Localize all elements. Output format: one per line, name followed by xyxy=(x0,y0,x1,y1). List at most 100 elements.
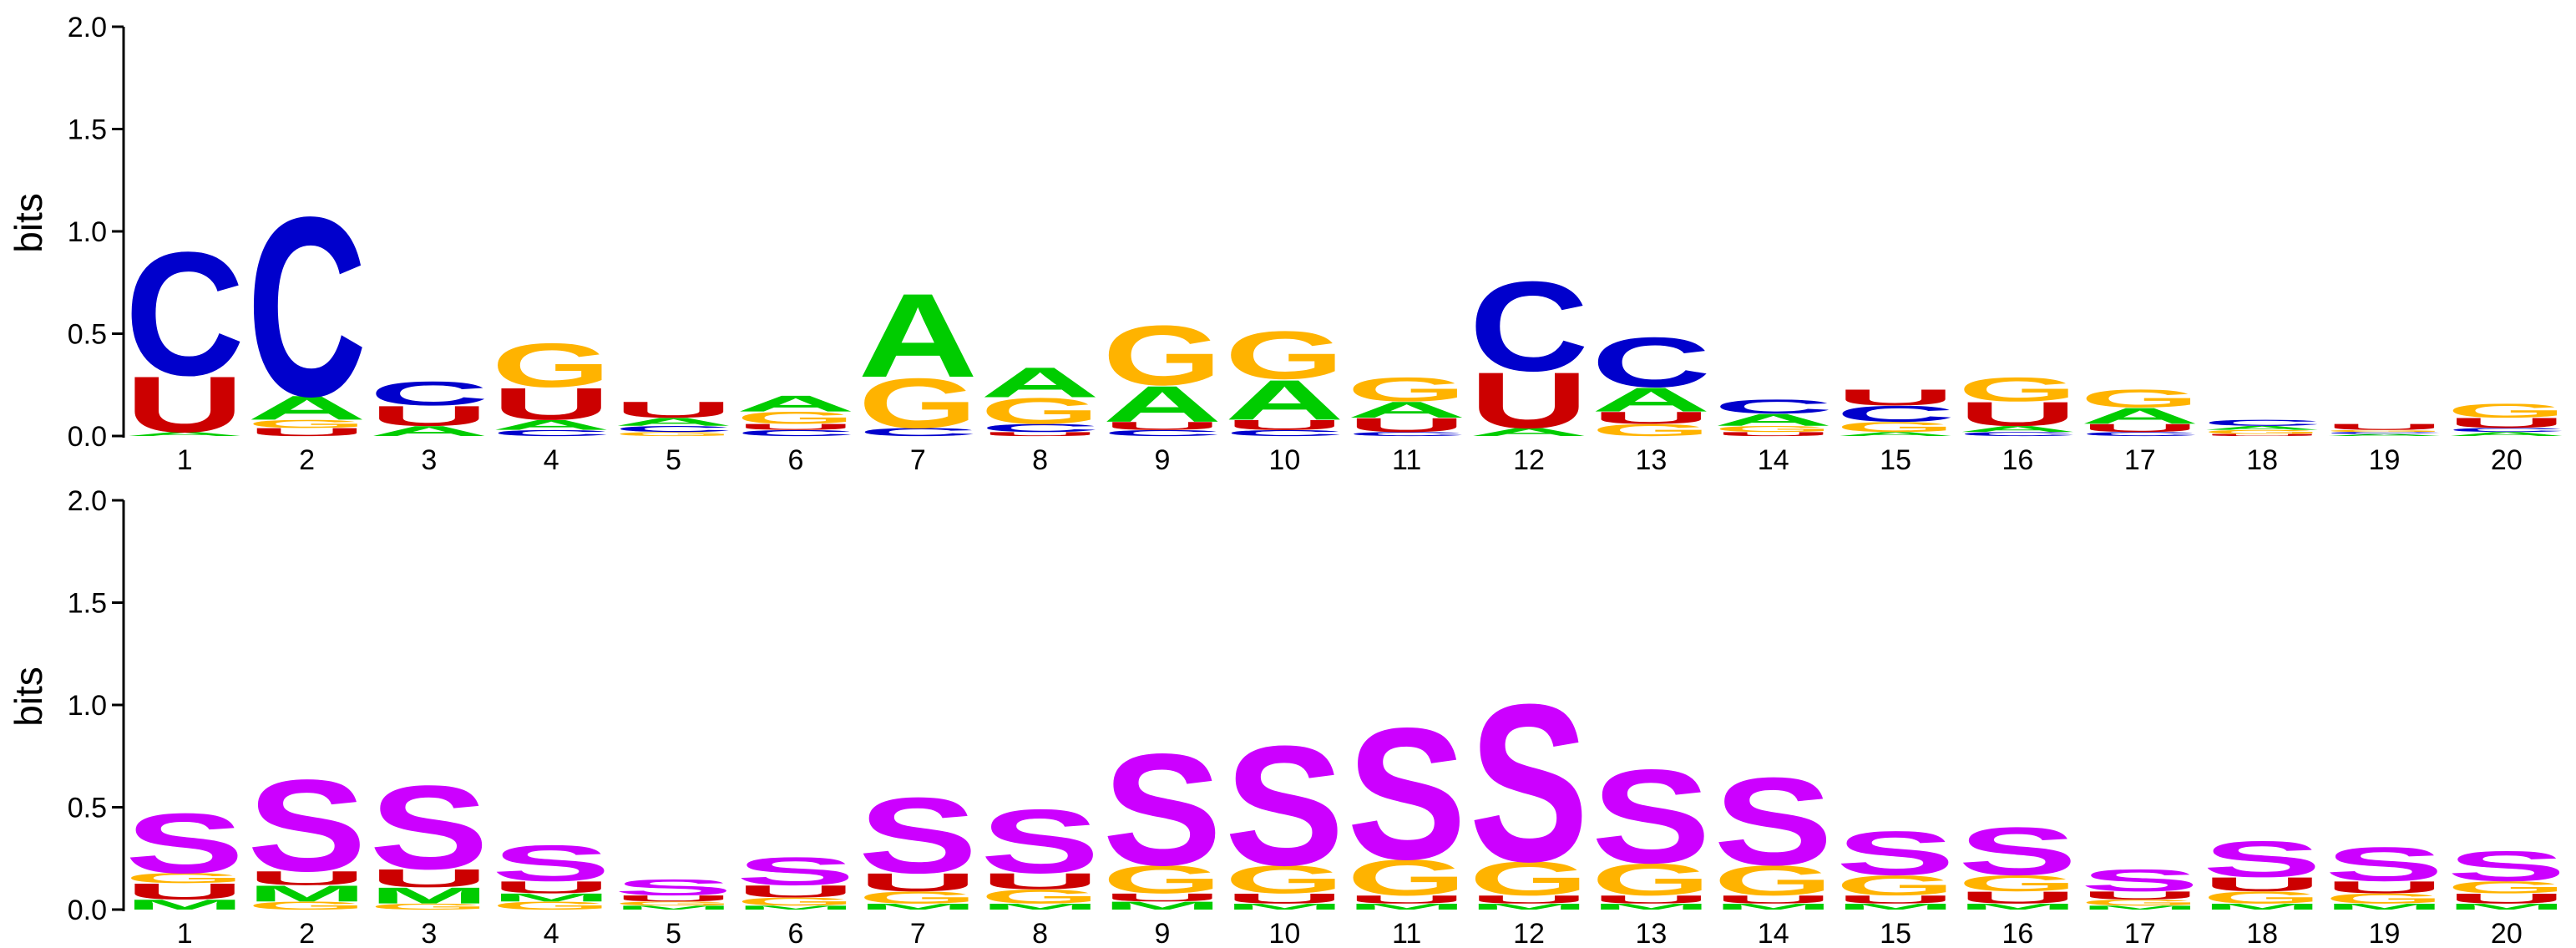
logo-letter-A: A xyxy=(736,391,855,416)
logo-letter-U: U xyxy=(1713,893,1833,905)
x-tick-label: 12 xyxy=(1513,444,1545,476)
x-tick-label: 13 xyxy=(1635,444,1667,476)
logo-letter-G: G xyxy=(2202,888,2321,907)
x-tick-label: 7 xyxy=(910,918,926,944)
y-axis-title: bits xyxy=(7,193,50,253)
logo-letter-G: G xyxy=(2080,384,2199,413)
logo-letter-M: M xyxy=(614,905,733,911)
logo-letter-S: S xyxy=(1469,657,1588,908)
logo-letter-A: A xyxy=(858,268,978,402)
logo-letter-U: U xyxy=(369,400,488,432)
logo-letter-U: U xyxy=(1592,893,1711,905)
logo-letter-C: C xyxy=(247,163,367,449)
logo-letter-A: A xyxy=(1469,426,1588,439)
y-tick-label: 2.0 xyxy=(68,12,107,43)
logo-letter-A: A xyxy=(1102,376,1222,433)
logo-letter-U: U xyxy=(1102,891,1222,904)
logo-letter-U: U xyxy=(736,882,855,901)
logo-letter-A: A xyxy=(369,423,488,439)
logo-letter-G: G xyxy=(1102,307,1222,403)
logo-letter-G: G xyxy=(858,364,978,444)
logo-letter-S: S xyxy=(980,791,1100,892)
logo-letter-G: G xyxy=(124,870,244,886)
logo-letter-G: G xyxy=(1958,371,2078,409)
logo-letter-A: A xyxy=(1347,398,1466,423)
logo-letter-U: U xyxy=(2447,415,2566,431)
logo-letter-U: U xyxy=(2202,873,2321,895)
x-tick-label: 3 xyxy=(421,444,437,476)
logo-letter-C: C xyxy=(980,422,1100,434)
logo-letter-G: G xyxy=(1469,851,1588,905)
x-tick-label: 14 xyxy=(1758,918,1789,944)
logo-letter-A: A xyxy=(1835,431,1955,438)
logo-letter-G: G xyxy=(1958,870,2078,895)
x-tick-label: 11 xyxy=(1392,444,1421,476)
logo-letter-S: S xyxy=(369,761,488,895)
logo-letter-U: U xyxy=(1225,417,1344,433)
logo-letter-M: M xyxy=(247,881,367,906)
logo-letter-S: S xyxy=(1958,814,2078,890)
logo-letter-S: S xyxy=(736,849,855,893)
logo-letter-U: U xyxy=(2447,890,2566,906)
logo-letter-U: U xyxy=(980,869,1100,894)
y-tick-label: 0.5 xyxy=(68,793,107,824)
logo-letter-U: U xyxy=(1347,893,1466,905)
x-tick-label: 17 xyxy=(2124,918,2156,944)
logo-letter-C: C xyxy=(736,428,855,438)
x-tick-label: 17 xyxy=(2124,444,2156,476)
x-tick-label: 6 xyxy=(787,444,803,476)
x-tick-label: 13 xyxy=(1635,918,1667,944)
logo-letter-U: U xyxy=(247,867,367,890)
logo-letter-A: A xyxy=(492,417,611,433)
logo-letter-S: S xyxy=(2202,831,2321,888)
y-tick-label: 1.0 xyxy=(68,216,107,248)
logo-letter-G: G xyxy=(2447,878,2566,897)
logo-letter-C: C xyxy=(2447,427,2566,433)
logo-letter-C: C xyxy=(1958,431,2078,438)
logo-letter-G: G xyxy=(736,408,855,428)
logo-letter-G: G xyxy=(2325,429,2444,433)
logo-letter-M: M xyxy=(1958,902,2078,911)
logo-letter-M: M xyxy=(369,883,488,908)
logo-letter-S: S xyxy=(1225,711,1344,901)
x-tick-label: 1 xyxy=(177,444,193,476)
logo-letter-S: S xyxy=(1713,752,1833,891)
logo-letter-M: M xyxy=(1592,902,1711,911)
x-tick-label: 20 xyxy=(2491,444,2523,476)
y-tick-label: 0.0 xyxy=(68,421,107,453)
logo-letter-G: G xyxy=(1713,857,1833,905)
logo-letter-U: U xyxy=(1835,385,1955,410)
logo-letter-G: G xyxy=(1102,857,1222,901)
logo-letter-U: U xyxy=(1225,890,1344,906)
logo-letter-G: G xyxy=(614,431,733,438)
logo-letter-G: G xyxy=(2080,898,2199,907)
logo-letter-U: U xyxy=(1469,893,1588,905)
logo-letter-M: M xyxy=(858,902,978,911)
logo-letter-G: G xyxy=(736,895,855,908)
logo-letter-U: U xyxy=(614,398,733,423)
x-tick-label: 8 xyxy=(1032,918,1048,944)
logo-panel-2: 0.00.51.01.52.0bitsMUGS1GMUS2GMUS3GMUS4M… xyxy=(7,485,2567,948)
logo-letter-G: G xyxy=(1225,857,1344,901)
logo-letter-C: C xyxy=(858,426,978,439)
logo-letter-U: U xyxy=(1958,395,2078,433)
logo-letter-C: C xyxy=(492,428,611,438)
logo-letter-G: G xyxy=(858,888,978,907)
logo-letter-S: S xyxy=(2080,863,2199,898)
logo-panel-1: 0.00.51.01.52.0bitsAUC1UGAC2AUC3CAUG4GCA… xyxy=(7,12,2567,476)
logo-letter-G: G xyxy=(492,331,611,401)
x-tick-label: 15 xyxy=(1880,444,1911,476)
logo-letter-M: M xyxy=(2447,902,2566,911)
x-tick-label: 11 xyxy=(1392,918,1421,944)
logo-letter-U: U xyxy=(124,360,244,449)
logo-letter-C: C xyxy=(1469,255,1588,398)
x-tick-label: 8 xyxy=(1032,444,1048,476)
x-tick-label: 9 xyxy=(1155,444,1171,476)
logo-letter-M: M xyxy=(1469,902,1588,911)
logo-letter-U: U xyxy=(858,868,978,896)
logo-letter-M: M xyxy=(492,891,611,904)
x-tick-label: 16 xyxy=(2002,918,2034,944)
x-tick-label: 1 xyxy=(177,918,193,944)
y-tick-label: 0.0 xyxy=(68,895,107,926)
